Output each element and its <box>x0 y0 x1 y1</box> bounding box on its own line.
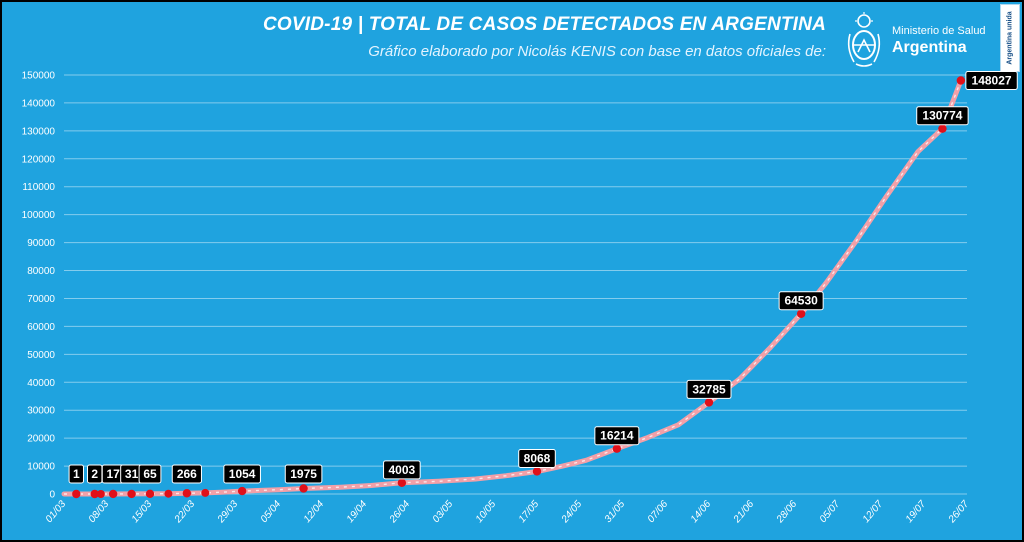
data-point-marker <box>145 489 155 499</box>
data-point-marker <box>72 489 81 499</box>
y-tick-label: 110000 <box>22 182 55 193</box>
y-tick-label: 0 <box>49 490 55 501</box>
y-tick-label: 120000 <box>22 154 56 165</box>
data-point-marker <box>938 124 947 133</box>
data-label: 4003 <box>389 463 416 477</box>
data-label-box <box>138 464 162 484</box>
data-point-marker <box>90 489 99 499</box>
y-tick-label: 50000 <box>27 350 55 361</box>
y-tick-label: 40000 <box>27 378 55 389</box>
x-tick-label: 28/06 <box>774 499 799 526</box>
y-tick-label: 140000 <box>22 98 56 109</box>
y-tick-label: 10000 <box>27 462 55 473</box>
data-label: 1054 <box>229 467 256 481</box>
x-tick-label: 29/03 <box>215 499 240 526</box>
x-tick-label: 12/04 <box>302 499 327 526</box>
x-tick-label: 31/05 <box>603 499 628 526</box>
data-label-box <box>171 464 202 484</box>
x-tick-label: 08/03 <box>87 499 112 526</box>
series-line <box>61 78 964 497</box>
y-axis-ticks: 0 10000 20000 30000 40000 50000 60000 70000 8000… <box>22 71 56 501</box>
data-point-marker <box>237 486 247 496</box>
data-label-box <box>778 291 824 311</box>
x-tick-label: 10/05 <box>474 499 499 526</box>
argentina-label: Argentina <box>892 39 967 56</box>
data-label: 64530 <box>784 294 818 308</box>
data-point-marker <box>201 488 210 497</box>
data-label: 16214 <box>600 429 634 443</box>
x-tick-label: 19/04 <box>345 499 370 526</box>
data-label: 65 <box>143 467 157 481</box>
data-label: 8068 <box>524 451 551 465</box>
x-tick-label: 19/07 <box>904 499 929 526</box>
y-tick-label: 100000 <box>22 210 56 221</box>
data-label: 17 <box>106 467 120 481</box>
ministerio-logo: Ministerio de Salud Argentina <box>844 12 994 70</box>
gridlines <box>64 74 967 495</box>
x-tick-label: 07/06 <box>646 499 671 526</box>
data-label-box <box>965 71 1018 91</box>
series-line-highlight <box>64 80 962 495</box>
data-label: 1 <box>73 467 80 481</box>
data-label: 2 <box>91 467 98 481</box>
x-tick-label: 14/06 <box>689 499 714 526</box>
x-tick-label: 15/03 <box>130 499 155 526</box>
data-label-box <box>68 464 84 484</box>
chart-subtitle: Gráfico elaborado por Nicolás KENIS con … <box>368 43 826 60</box>
data-point-marker <box>127 489 136 499</box>
data-label-box <box>686 379 732 399</box>
x-axis-ticks: 01/03 08/03 15/03 22/03 29/03 05/04 12/04 19/04… <box>44 499 972 526</box>
x-tick-label: 17/05 <box>517 499 542 526</box>
y-tick-label: 20000 <box>27 434 55 445</box>
data-label-box <box>594 426 640 446</box>
data-label-box <box>223 464 261 484</box>
y-tick-label: 130000 <box>22 126 56 137</box>
data-label: 1975 <box>290 467 317 481</box>
y-tick-label: 150000 <box>22 71 56 82</box>
x-tick-label: 24/05 <box>559 499 584 526</box>
data-label-box <box>916 106 969 126</box>
y-tick-label: 60000 <box>27 322 55 333</box>
ministerio-label: Ministerio de Salud <box>892 25 986 37</box>
data-label: 148027 <box>972 74 1012 88</box>
x-tick-label: 21/06 <box>731 499 756 526</box>
data-label: 31 <box>125 467 139 481</box>
data-point-marker <box>532 467 542 476</box>
x-tick-label: 05/04 <box>259 499 284 526</box>
x-tick-label: 05/07 <box>818 499 843 526</box>
data-label-box <box>518 448 556 468</box>
x-tick-label: 03/05 <box>431 499 456 526</box>
y-tick-label: 30000 <box>27 406 55 417</box>
data-label: 266 <box>177 467 197 481</box>
data-point-marker <box>397 478 407 488</box>
series-line-path <box>61 78 964 497</box>
data-point-marker <box>796 309 806 318</box>
chart-title: COVID-19 | TOTAL DE CASOS DETECTADOS EN … <box>263 14 826 35</box>
data-label: 32785 <box>692 382 726 396</box>
x-tick-label: 12/07 <box>861 499 886 526</box>
data-label-box <box>284 464 323 484</box>
data-point-marker <box>956 76 966 85</box>
y-tick-label: 70000 <box>27 294 55 305</box>
x-tick-label: 26/07 <box>946 499 971 526</box>
data-point-marker <box>612 444 622 453</box>
x-tick-label: 26/04 <box>387 499 412 526</box>
data-point-marker <box>108 489 118 499</box>
x-tick-label: 01/03 <box>44 499 69 526</box>
data-point-marker <box>299 484 308 493</box>
x-tick-label: 22/03 <box>172 499 197 526</box>
data-label: 130774 <box>922 109 962 123</box>
data-point-marker <box>704 398 714 407</box>
data-point-marker <box>96 489 105 498</box>
series-markers <box>72 76 966 499</box>
data-point-marker <box>182 489 192 498</box>
data-labels: 1 2 17 31 65 266 1054 1975 4003 8068 16214 32785 645… <box>68 71 1018 484</box>
coat-of-arms-icon <box>847 12 881 67</box>
y-tick-label: 90000 <box>27 238 55 249</box>
y-tick-label: 80000 <box>27 266 55 277</box>
data-point-marker <box>164 489 173 498</box>
data-label-box <box>383 460 421 480</box>
